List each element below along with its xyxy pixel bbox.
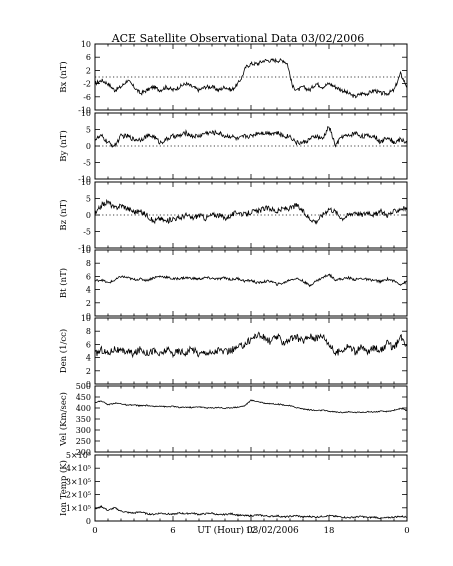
y-tick-label: -10 (78, 175, 91, 184)
panel-frame (94, 385, 408, 453)
y-tick-label: 0 (86, 380, 91, 389)
y-tick-label: 500 (76, 382, 91, 391)
y-tick-label: 6 (86, 53, 91, 62)
x-tick-label: 18 (324, 526, 335, 536)
y-tick-label: -2 (83, 80, 91, 89)
y-tick-label: 5 (86, 126, 91, 135)
panel-6: 200 250 300 350 400 450 500 Vel (Km/sec) (58, 382, 408, 457)
x-axis: 0 6 12 18 0 (92, 526, 409, 536)
y-tick-label: 0 (86, 142, 91, 151)
y-tick-label: 200 (76, 448, 91, 457)
series-line (94, 126, 408, 148)
y-tick-label: 0 (86, 517, 91, 526)
y-tick-label: 5 (86, 195, 91, 204)
y-tick-label: 0 (86, 312, 91, 321)
y-axis-label: Ion Temp (K) (58, 460, 69, 516)
panel-frame (94, 454, 408, 522)
y-tick-label: 10 (81, 246, 91, 255)
panel-4: 0 2 4 6 8 10 Bt (nT) (58, 246, 408, 321)
y-tick-label: -10 (78, 106, 91, 115)
y-tick-label: -5 (83, 228, 91, 237)
x-tick-label: 0 (92, 526, 97, 536)
y-tick-label: 400 (76, 404, 91, 413)
x-tick-label: 6 (170, 526, 175, 536)
panel-1: -10 -6 -2 2 6 10 Bx (nT) (58, 40, 408, 115)
y-tick-label: 0 (86, 211, 91, 220)
y-tick-label: 2 (86, 66, 91, 75)
y-tick-label: 10 (81, 40, 91, 49)
y-tick-label: 3×10⁵ (66, 477, 91, 486)
panel-5: 0 2 4 6 8 10 Den (1/cc) (58, 314, 408, 389)
y-tick-label: -6 (83, 93, 91, 102)
y-tick-label: 6 (86, 340, 91, 349)
panel-2: -10 -5 0 5 10 By (nT) (58, 109, 408, 184)
y-axis-label: Den (1/cc) (58, 329, 69, 373)
y-axis-label: Vel (Km/sec) (58, 392, 69, 447)
y-tick-label: 10 (81, 314, 91, 323)
panel-3: -10 -5 0 5 10 Bz (nT) (58, 178, 408, 253)
y-tick-label: 10 (81, 109, 91, 118)
y-tick-label: -10 (78, 244, 91, 253)
y-tick-label: 4 (86, 354, 91, 363)
y-tick-label: 350 (76, 415, 91, 424)
series-line (94, 198, 408, 225)
panel-frame (94, 249, 408, 317)
series-line (94, 399, 408, 414)
y-tick-label: 5×10⁵ (66, 451, 91, 460)
y-tick-label: 4 (86, 286, 91, 295)
y-tick-label: 4×10⁵ (66, 464, 91, 473)
y-tick-label: 10 (81, 178, 91, 187)
y-tick-label: 6 (86, 272, 91, 281)
figure-title: ACE Satellite Observational Data 03/02/2… (111, 32, 365, 45)
x-axis-label: UT (Hour) 03/02/2006 (197, 525, 299, 536)
series-line (94, 505, 408, 520)
y-tick-label: -5 (83, 159, 91, 168)
y-tick-label: 2 (86, 367, 91, 376)
x-tick-label: 0 (404, 526, 409, 536)
y-tick-label: 250 (76, 437, 91, 446)
y-tick-label: 8 (86, 259, 91, 268)
y-tick-label: 450 (76, 393, 91, 402)
y-axis-label: Bz (nT) (58, 199, 69, 230)
y-axis-label: Bt (nT) (58, 268, 69, 298)
series-line (94, 57, 408, 99)
y-axis-label: By (nT) (58, 130, 69, 162)
x-tick-label: 12 (246, 526, 257, 536)
y-tick-label: 8 (86, 327, 91, 336)
y-tick-label: 2×10⁵ (66, 491, 91, 500)
y-axis-label: Bx (nT) (58, 61, 69, 93)
series-line (94, 331, 408, 359)
y-tick-label: 300 (76, 426, 91, 435)
panels: -10 -6 -2 2 6 10 Bx (nT) -10 -5 0 5 10 By (nT) -10 -5 0… (58, 40, 408, 526)
series-line (94, 273, 408, 288)
y-tick-label: 2 (86, 299, 91, 308)
y-tick-label: 1×10⁵ (66, 504, 91, 513)
